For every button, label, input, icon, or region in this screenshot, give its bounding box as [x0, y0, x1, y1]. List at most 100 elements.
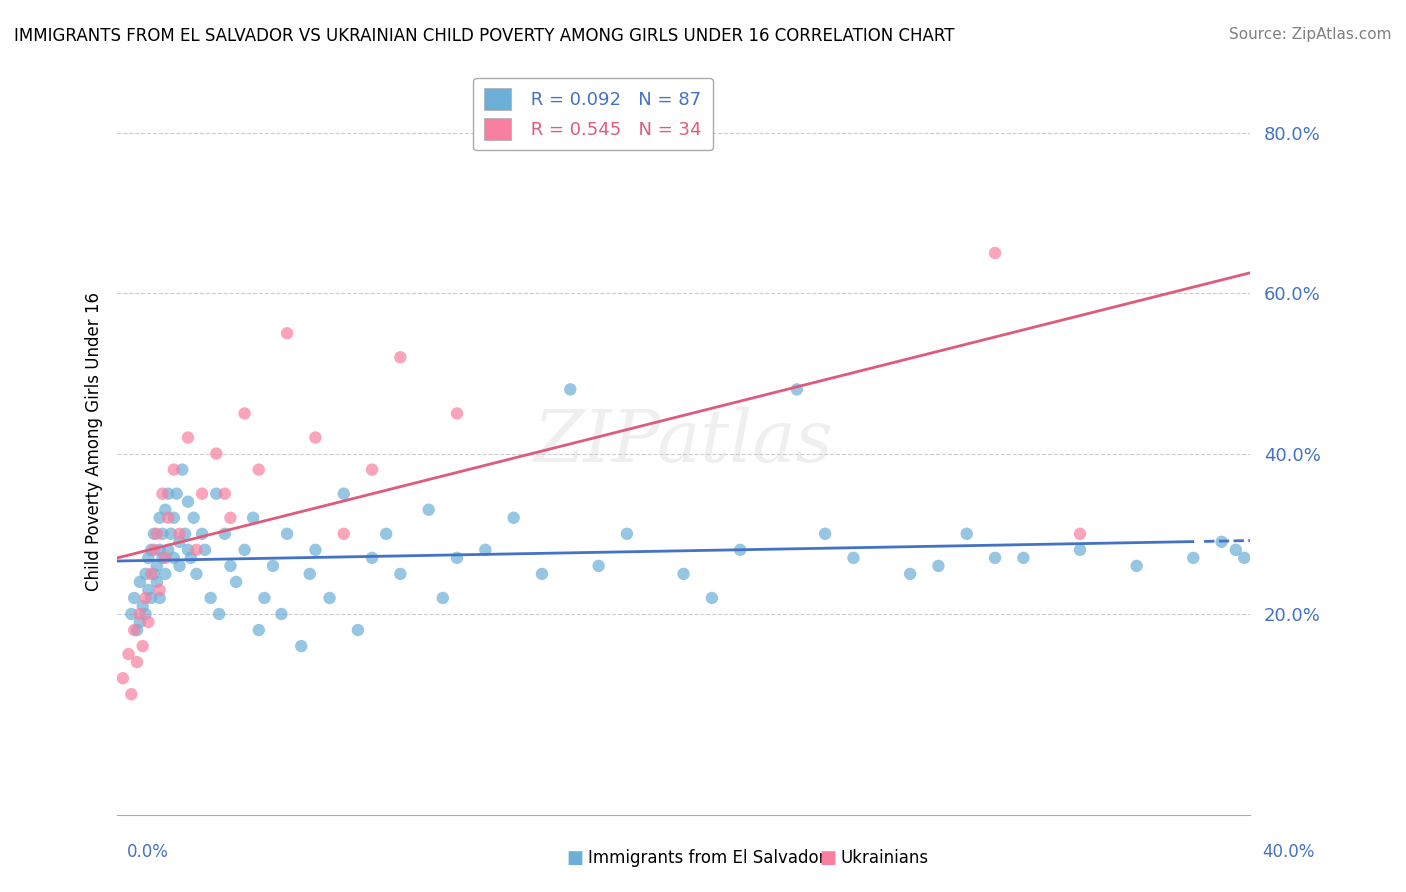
- Point: [149, 591, 172, 605]
- Point: [160, 526, 183, 541]
- Point: [389, 566, 412, 581]
- Point: [163, 510, 186, 524]
- Point: [361, 462, 384, 476]
- Point: [389, 351, 412, 365]
- Point: [1225, 542, 1247, 557]
- Point: [219, 558, 242, 573]
- Point: [298, 566, 321, 581]
- Point: [1125, 558, 1147, 573]
- Point: [125, 655, 148, 669]
- Point: [290, 639, 312, 653]
- Y-axis label: Child Poverty Among Girls Under 16: Child Poverty Among Girls Under 16: [86, 292, 103, 591]
- Point: [304, 542, 326, 557]
- Point: [984, 550, 1007, 565]
- Text: ■: ■: [820, 849, 837, 867]
- Point: [205, 446, 228, 460]
- Point: [1233, 550, 1256, 565]
- Point: [332, 486, 354, 500]
- Point: [262, 558, 284, 573]
- Point: [616, 526, 638, 541]
- Point: [700, 591, 723, 605]
- Point: [588, 558, 610, 573]
- Point: [128, 615, 150, 629]
- Point: [117, 647, 139, 661]
- Point: [200, 591, 222, 605]
- Legend:  R = 0.092   N = 87,  R = 0.545   N = 34: R = 0.092 N = 87, R = 0.545 N = 34: [472, 78, 713, 151]
- Point: [814, 526, 837, 541]
- Point: [157, 486, 180, 500]
- Point: [131, 639, 153, 653]
- Point: [141, 566, 163, 581]
- Point: [143, 526, 166, 541]
- Point: [157, 510, 180, 524]
- Point: [141, 542, 163, 557]
- Point: [143, 542, 166, 557]
- Point: [149, 582, 172, 597]
- Point: [138, 615, 160, 629]
- Point: [152, 550, 174, 565]
- Point: [169, 558, 191, 573]
- Point: [446, 550, 468, 565]
- Point: [146, 574, 169, 589]
- Point: [247, 462, 270, 476]
- Text: 0.0%: 0.0%: [127, 843, 169, 861]
- Point: [183, 510, 205, 524]
- Point: [208, 607, 231, 621]
- Point: [502, 510, 524, 524]
- Point: [276, 526, 298, 541]
- Text: Immigrants from El Salvador: Immigrants from El Salvador: [588, 849, 825, 867]
- Point: [1211, 534, 1233, 549]
- Point: [191, 526, 214, 541]
- Point: [898, 566, 921, 581]
- Point: [332, 526, 354, 541]
- Point: [163, 550, 186, 565]
- Point: [143, 566, 166, 581]
- Point: [304, 431, 326, 445]
- Point: [120, 607, 142, 621]
- Point: [177, 494, 200, 508]
- Text: ■: ■: [567, 849, 583, 867]
- Point: [247, 623, 270, 637]
- Point: [155, 550, 177, 565]
- Point: [347, 623, 370, 637]
- Point: [149, 542, 172, 557]
- Point: [672, 566, 695, 581]
- Point: [233, 407, 256, 421]
- Point: [157, 542, 180, 557]
- Point: [149, 510, 172, 524]
- Point: [155, 566, 177, 581]
- Point: [786, 383, 808, 397]
- Point: [128, 607, 150, 621]
- Point: [138, 582, 160, 597]
- Point: [1012, 550, 1035, 565]
- Point: [134, 607, 156, 621]
- Point: [530, 566, 553, 581]
- Point: [560, 383, 582, 397]
- Point: [194, 542, 217, 557]
- Point: [131, 599, 153, 613]
- Point: [375, 526, 398, 541]
- Point: [984, 246, 1007, 260]
- Text: ZIPatlas: ZIPatlas: [534, 406, 834, 477]
- Point: [120, 687, 142, 701]
- Point: [134, 566, 156, 581]
- Point: [214, 486, 236, 500]
- Point: [219, 510, 242, 524]
- Point: [1182, 550, 1205, 565]
- Point: [361, 550, 384, 565]
- Point: [111, 671, 134, 685]
- Point: [177, 431, 200, 445]
- Point: [177, 542, 200, 557]
- Text: Ukrainians: Ukrainians: [841, 849, 929, 867]
- Point: [191, 486, 214, 500]
- Point: [125, 623, 148, 637]
- Point: [138, 550, 160, 565]
- Text: Source: ZipAtlas.com: Source: ZipAtlas.com: [1229, 27, 1392, 42]
- Point: [166, 486, 188, 500]
- Point: [418, 502, 440, 516]
- Point: [146, 526, 169, 541]
- Point: [205, 486, 228, 500]
- Point: [134, 591, 156, 605]
- Text: 40.0%: 40.0%: [1263, 843, 1315, 861]
- Point: [214, 526, 236, 541]
